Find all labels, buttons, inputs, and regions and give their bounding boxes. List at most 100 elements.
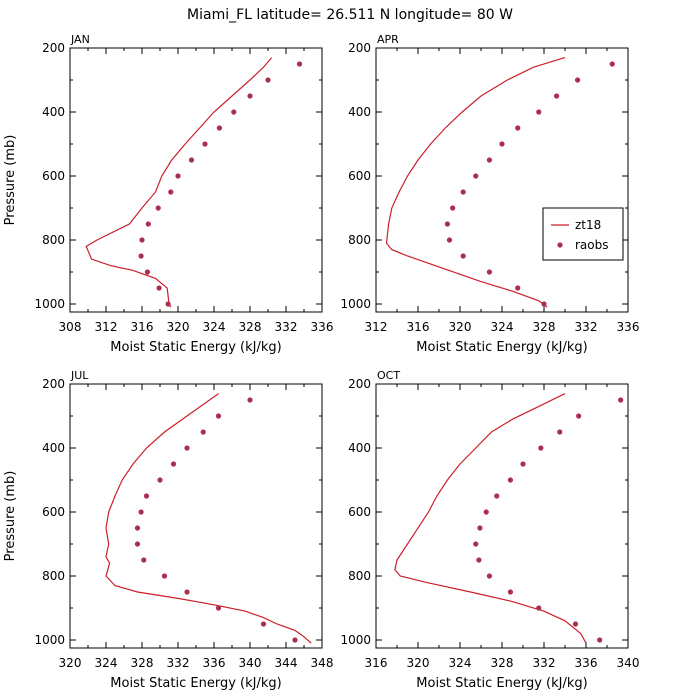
x-tick-label: 336 [575, 656, 598, 670]
y-axis-label: Pressure (mb) [3, 135, 18, 226]
data-point-raobs [486, 573, 492, 579]
x-tick-label: 324 [203, 320, 226, 334]
data-point-raobs [486, 157, 492, 163]
x-tick-label: 324 [449, 656, 472, 670]
data-point-raobs [575, 77, 581, 83]
data-point-raobs [161, 573, 168, 579]
data-point-raobs [476, 557, 482, 563]
data-point-raobs [144, 269, 150, 275]
y-tick-label: 200 [348, 41, 371, 55]
x-tick-label: 328 [239, 320, 262, 334]
y-tick-label: 800 [42, 233, 65, 247]
data-point-raobs [215, 605, 222, 611]
x-tick-label: 324 [491, 320, 514, 334]
x-tick-label: 312 [95, 320, 118, 334]
data-point-raobs [486, 269, 492, 275]
data-point-raobs [184, 589, 190, 595]
y-tick-label: 200 [42, 41, 65, 55]
data-point-raobs [296, 61, 303, 67]
data-point-raobs [138, 253, 144, 259]
data-point-raobs [168, 189, 174, 195]
y-tick-label: 600 [42, 169, 65, 183]
y-tick-label: 200 [42, 377, 65, 391]
x-axis-label: Moist Static Energy (kJ/kg) [110, 340, 281, 355]
x-tick-label: 344 [275, 656, 298, 670]
y-tick-label: 600 [348, 169, 371, 183]
y-tick-label: 1000 [34, 297, 65, 311]
data-point-raobs [576, 413, 582, 419]
y-tick-label: 400 [348, 105, 371, 119]
x-tick-label: 332 [575, 320, 598, 334]
y-tick-label: 400 [42, 441, 65, 455]
data-point-raobs [460, 189, 466, 195]
data-point-raobs [247, 397, 253, 403]
data-point-raobs [139, 237, 145, 243]
data-point-raobs [156, 285, 162, 291]
data-point-raobs [145, 221, 151, 227]
data-point-raobs [138, 509, 144, 515]
y-tick-label: 800 [42, 569, 65, 583]
data-point-raobs [143, 493, 150, 499]
x-tick-label: 320 [167, 320, 190, 334]
legend: zt18 raobs [542, 207, 624, 261]
x-axis-label: Moist Static Energy (kJ/kg) [416, 676, 587, 691]
y-tick-label: 1000 [34, 633, 65, 647]
data-point-raobs [494, 493, 500, 499]
data-point-raobs [483, 509, 489, 515]
data-point-raobs [141, 557, 147, 563]
data-point-raobs [155, 205, 161, 211]
x-axis-label: Moist Static Energy (kJ/kg) [110, 676, 281, 691]
data-point-raobs [557, 429, 563, 435]
x-tick-label: 320 [407, 656, 430, 670]
x-tick-label: 328 [131, 656, 154, 670]
x-tick-label: 332 [275, 320, 298, 334]
panel-title: JAN [70, 33, 90, 46]
data-point-raobs [247, 93, 253, 99]
legend-marker-swatch [557, 242, 563, 248]
x-tick-label: 328 [533, 320, 556, 334]
data-point-raobs [184, 445, 190, 451]
data-point-raobs [444, 221, 450, 227]
legend-entry: zt18 [575, 218, 601, 232]
panels: 308 312 316 320 324 328 332 336 200 400 600 800 1000… [3, 33, 639, 691]
data-point-raobs [175, 173, 181, 179]
data-point-raobs [477, 525, 483, 531]
y-tick-label: 1000 [340, 297, 371, 311]
panel-title: OCT [377, 369, 400, 382]
data-point-raobs [520, 461, 526, 467]
y-tick-label: 400 [42, 105, 65, 119]
data-point-raobs [134, 525, 141, 531]
figure-title: Miami_FL latitude= 26.511 N longitude= 8… [187, 7, 513, 23]
x-tick-label: 332 [533, 656, 556, 670]
data-point-raobs [538, 445, 544, 451]
y-tick-label: 800 [348, 233, 371, 247]
data-point-raobs [541, 301, 547, 307]
data-point-raobs [260, 621, 267, 627]
x-tick-label: 340 [239, 656, 262, 670]
panel-title: JUL [70, 369, 89, 382]
data-point-raobs [618, 397, 624, 403]
data-point-raobs [157, 477, 163, 483]
panel-jan: 308 312 316 320 324 328 332 336 200 400 600 800 1000… [3, 33, 333, 355]
x-tick-label: 316 [131, 320, 154, 334]
data-point-raobs [473, 541, 479, 547]
y-tick-label: 600 [348, 505, 371, 519]
data-point-raobs [460, 253, 466, 259]
x-tick-label: 332 [167, 656, 190, 670]
x-tick-label: 308 [59, 320, 82, 334]
plot-frame [375, 383, 629, 649]
x-tick-label: 312 [365, 320, 388, 334]
x-tick-label: 316 [407, 320, 430, 334]
x-tick-label: 336 [203, 656, 226, 670]
panel-oct: 316 320 324 328 332 336 340 200 400 600 800 1000 OCT… [340, 369, 639, 691]
x-tick-label: 328 [491, 656, 514, 670]
data-point-raobs [215, 413, 222, 419]
series-line-zt18 [394, 393, 587, 644]
x-tick-label: 336 [311, 320, 334, 334]
legend-box [542, 207, 624, 261]
plot-frame [375, 47, 629, 313]
x-tick-label: 316 [365, 656, 388, 670]
data-point-raobs [231, 109, 237, 115]
x-tick-label: 340 [617, 656, 640, 670]
